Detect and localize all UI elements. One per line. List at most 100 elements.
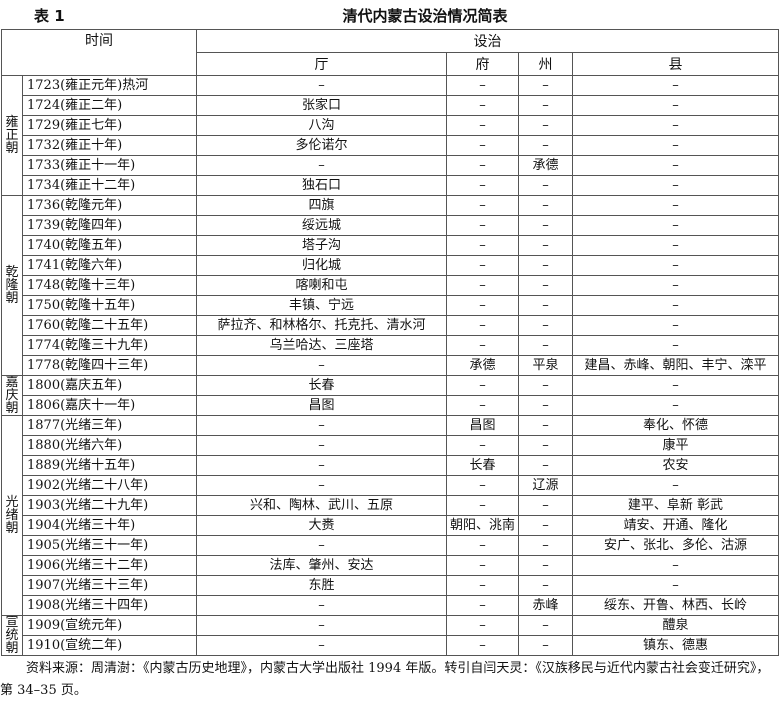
fu-cell: –	[446, 495, 519, 516]
zhou-cell: –	[518, 215, 573, 236]
zhou-cell: –	[518, 395, 573, 416]
ting-cell: 昌图	[196, 395, 447, 416]
xian-cell: 农安	[572, 455, 779, 476]
table-row: 1904(光绪三十年) 大赉 朝阳、洮南 – 靖安、开通、隆化	[2, 515, 779, 536]
fu-cell: 昌图	[446, 415, 519, 436]
table-row: 1724(雍正二年) 张家口 – – –	[2, 95, 779, 116]
table-title: 清代内蒙古设治情况简表	[342, 7, 508, 25]
ting-cell: 塔子沟	[196, 235, 447, 256]
fu-cell: –	[446, 635, 519, 656]
zhou-cell: –	[518, 295, 573, 316]
fu-cell: –	[446, 555, 519, 576]
table-row: 1733(雍正十一年) – – 承德 –	[2, 155, 779, 176]
zhou-cell: –	[518, 135, 573, 156]
ting-cell: –	[196, 475, 447, 496]
fu-cell: –	[446, 295, 519, 316]
ting-cell: –	[196, 615, 447, 636]
time-cell: 1903(光绪二十九年)	[22, 495, 197, 516]
ting-cell: –	[196, 595, 447, 616]
title-bar: 表 1 清代内蒙古设治情况简表	[0, 0, 780, 29]
xian-cell: –	[572, 95, 779, 116]
ting-cell: 多伦诺尔	[196, 135, 447, 156]
table-row: 1910(宣统二年) – – – 镇东、德惠	[2, 635, 779, 656]
xian-cell: –	[572, 255, 779, 276]
ting-cell: 张家口	[196, 95, 447, 116]
fu-cell: –	[446, 615, 519, 636]
xian-cell: –	[572, 235, 779, 256]
ting-cell: –	[196, 415, 447, 436]
zhou-cell: –	[518, 635, 573, 656]
header-xian: 县	[572, 52, 779, 76]
xian-cell: –	[572, 75, 779, 96]
xian-cell: –	[572, 135, 779, 156]
table-row: 1903(光绪二十九年) 兴和、陶林、武川、五原 – – 建平、阜新 彰武	[2, 495, 779, 516]
xian-cell: 康平	[572, 435, 779, 456]
table-row: 1774(乾隆三十九年) 乌兰哈达、三座塔 – – –	[2, 335, 779, 356]
fu-cell: –	[446, 315, 519, 336]
xian-cell: 镇东、德惠	[572, 635, 779, 656]
xian-cell: 建昌、赤峰、朝阳、丰宁、滦平	[572, 355, 779, 376]
header-fu: 府	[446, 52, 519, 76]
fu-cell: –	[446, 275, 519, 296]
table-row: 1880(光绪六年) – – – 康平	[2, 435, 779, 456]
zhou-cell: –	[518, 615, 573, 636]
table-row: 1889(光绪十五年) – 长春 – 农安	[2, 455, 779, 476]
xian-cell: –	[572, 115, 779, 136]
time-cell: 1907(光绪三十三年)	[22, 575, 197, 596]
time-cell: 1732(雍正十年)	[22, 135, 197, 156]
zhou-cell: –	[518, 235, 573, 256]
header-setup: 设治	[196, 29, 779, 53]
ting-cell: 独石口	[196, 175, 447, 196]
header-zhou: 州	[518, 52, 573, 76]
zhou-cell: –	[518, 375, 573, 396]
era-cell: 宣统朝	[1, 615, 23, 656]
time-cell: 1906(光绪三十二年)	[22, 555, 197, 576]
time-cell: 1750(乾隆十五年)	[22, 295, 197, 316]
table-body: 雍正朝 1723(雍正元年)热河 – – – –1724(雍正二年) 张家口 – – –1729(…	[1, 75, 779, 656]
ting-cell: 绥远城	[196, 215, 447, 236]
fu-cell: –	[446, 535, 519, 556]
zhou-cell: –	[518, 255, 573, 276]
zhou-cell: –	[518, 315, 573, 336]
table-row: 1902(光绪二十八年) – – 辽源 –	[2, 475, 779, 496]
time-cell: 1880(光绪六年)	[22, 435, 197, 456]
fu-cell: –	[446, 95, 519, 116]
table-row: 1750(乾隆十五年) 丰镇、宁远 – – –	[2, 295, 779, 316]
time-cell: 1734(雍正十二年)	[22, 175, 197, 196]
table-row: 1741(乾隆六年) 归化城 – – –	[2, 255, 779, 276]
xian-cell: 安广、张北、多伦、沽源	[572, 535, 779, 556]
time-cell: 1736(乾隆元年)	[22, 195, 197, 216]
xian-cell: –	[572, 195, 779, 216]
time-cell: 1910(宣统二年)	[22, 635, 197, 656]
time-cell: 1902(光绪二十八年)	[22, 475, 197, 496]
xian-cell: 奉化、怀德	[572, 415, 779, 436]
time-cell: 1723(雍正元年)热河	[22, 75, 197, 96]
table-row: 雍正朝 1723(雍正元年)热河 – – – –	[1, 75, 779, 196]
zhou-cell: –	[518, 555, 573, 576]
xian-cell: –	[572, 575, 779, 596]
zhou-cell: –	[518, 95, 573, 116]
fu-cell: 朝阳、洮南	[446, 515, 519, 536]
header-time: 时间	[1, 29, 197, 76]
fu-cell: 承德	[446, 355, 519, 376]
time-cell: 1800(嘉庆五年)	[22, 375, 197, 396]
ting-cell: 乌兰哈达、三座塔	[196, 335, 447, 356]
source-note: 资料来源：周清澍：《内蒙古历史地理》，内蒙古大学出版社 1994 年版。转引自闫…	[0, 661, 770, 698]
ting-cell: 丰镇、宁远	[196, 295, 447, 316]
table-row: 1905(光绪三十一年) – – – 安广、张北、多伦、沽源	[2, 535, 779, 556]
xian-cell: –	[572, 555, 779, 576]
time-cell: 1739(乾隆四年)	[22, 215, 197, 236]
zhou-cell: –	[518, 335, 573, 356]
xian-cell: 靖安、开通、隆化	[572, 515, 779, 536]
zhou-cell: 承德	[518, 155, 573, 176]
table-row: 乾隆朝 1736(乾隆元年) 四旗 – – –	[1, 195, 779, 376]
fu-cell: –	[446, 575, 519, 596]
time-cell: 1909(宣统元年)	[22, 615, 197, 636]
xian-cell: 绥东、开鲁、林西、长岭	[572, 595, 779, 616]
xian-cell: –	[572, 175, 779, 196]
time-cell: 1729(雍正七年)	[22, 115, 197, 136]
time-cell: 1740(乾隆五年)	[22, 235, 197, 256]
zhou-cell: –	[518, 575, 573, 596]
zhou-cell: –	[518, 75, 573, 96]
xian-cell: 醴泉	[572, 615, 779, 636]
